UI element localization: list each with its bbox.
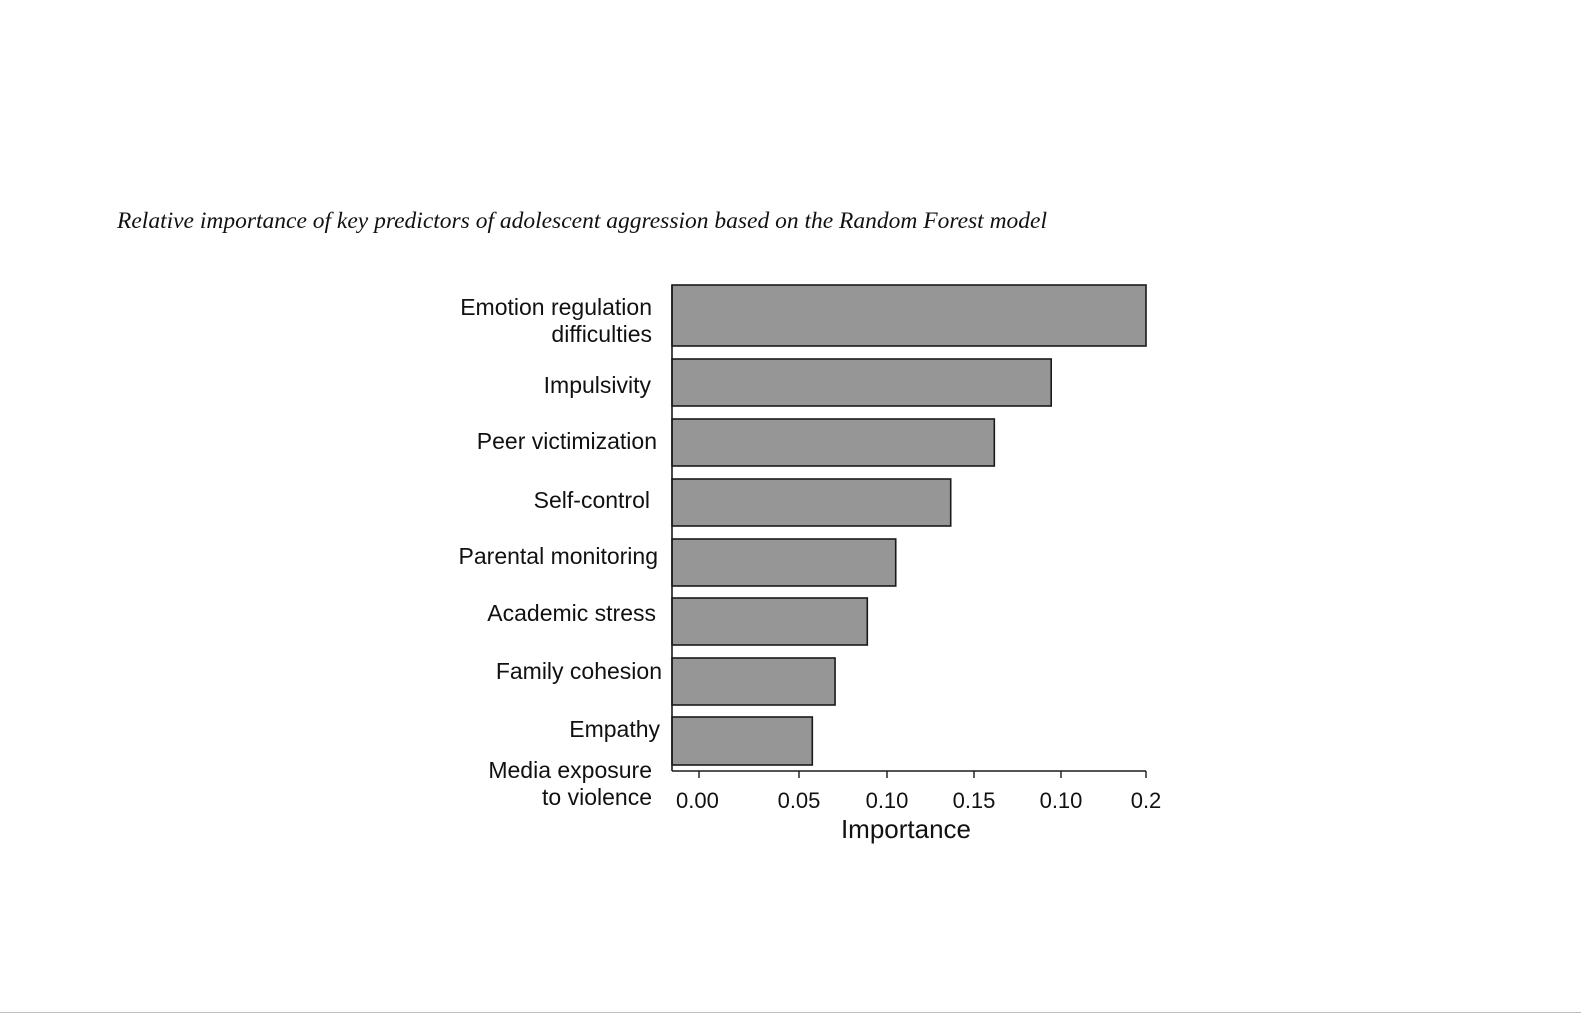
category-label-1: Impulsivity: [544, 372, 652, 398]
bar-3: [671, 478, 952, 527]
bar-4: [671, 538, 897, 587]
category-label-6: Family cohesion: [496, 658, 662, 684]
bar-5: [671, 597, 869, 646]
bar-6: [671, 657, 836, 706]
x-axis: 0.00 0.05 0.10 0.15 0.10 0.2: [671, 285, 1162, 813]
category-label-2: Peer victimization: [477, 428, 657, 454]
bar-7: [671, 716, 814, 766]
x-tick-label-0: 0.00: [676, 788, 719, 813]
x-axis-label: Importance: [841, 814, 971, 844]
bar-0: [671, 284, 1147, 347]
x-tick-label-4: 0.10: [1040, 788, 1083, 813]
bottom-rule: [0, 1012, 1581, 1013]
bar-2: [671, 418, 996, 467]
category-label-0-line2: difficulties: [551, 321, 652, 347]
category-label-5: Academic stress: [487, 600, 656, 626]
category-label-8: Media exposure: [488, 757, 652, 783]
category-label-8-line2: to violence: [542, 784, 652, 810]
category-label-3: Self-control: [534, 487, 650, 513]
x-tick-label-1: 0.05: [778, 788, 821, 813]
category-label-7: Empathy: [569, 716, 660, 742]
bar-1: [671, 358, 1053, 407]
x-tick-label-5: 0.2: [1131, 788, 1162, 813]
category-label-4: Parental monitoring: [459, 543, 658, 569]
bars-group: [671, 284, 1147, 766]
x-tick-label-2: 0.10: [866, 788, 909, 813]
x-tick-label-3: 0.15: [953, 788, 996, 813]
category-label-0: Emotion regulation: [460, 294, 652, 320]
figure-caption: Relative importance of key predictors of…: [117, 208, 1048, 234]
